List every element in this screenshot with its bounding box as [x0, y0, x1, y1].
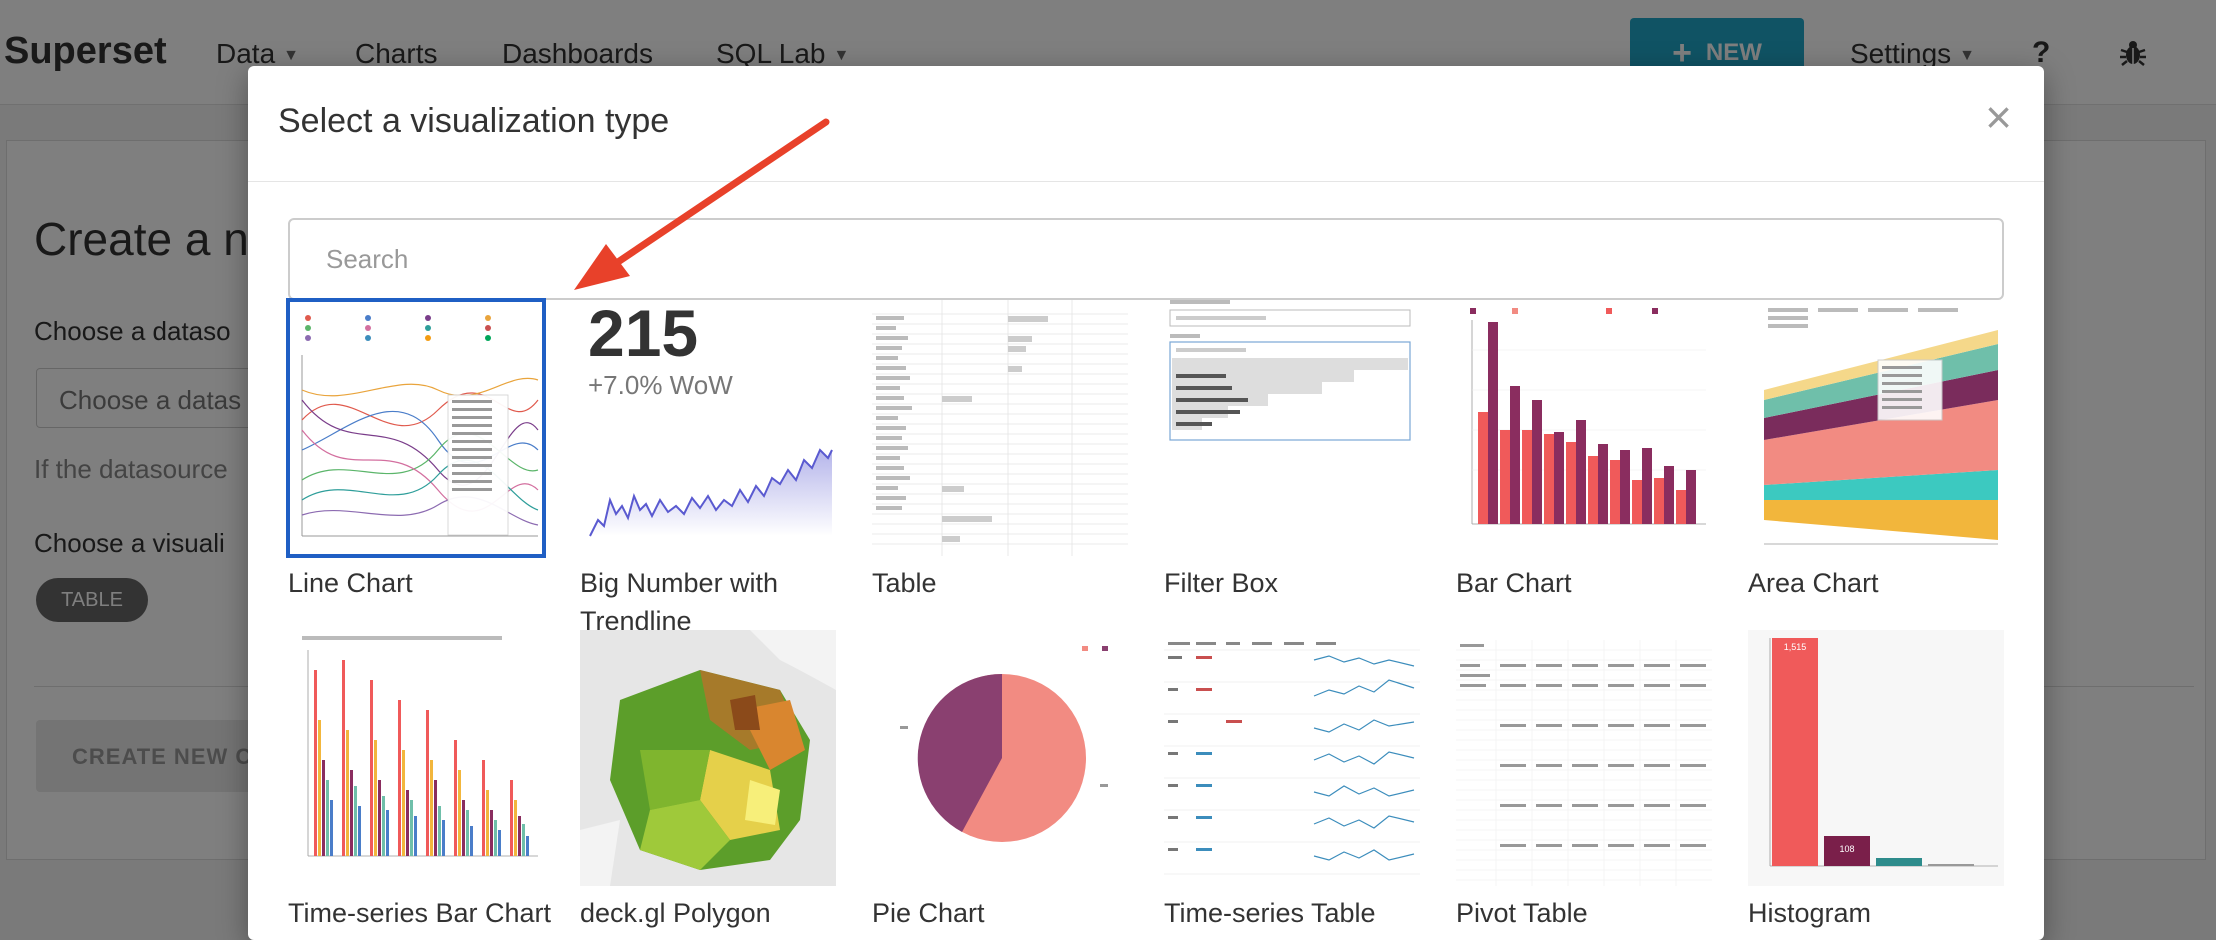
tile-label: Time-series Table — [1164, 898, 1376, 928]
big-number-value: 215 — [588, 300, 698, 370]
viz-type-modal: Select a visualization type × — [248, 66, 2044, 940]
timeseries-bar-thumbnail — [288, 630, 544, 886]
filter-box-thumbnail — [1164, 300, 1420, 556]
histogram-bar-label: 108 — [1839, 844, 1854, 854]
area-chart-thumbnail — [1748, 300, 2004, 556]
pie-chart-thumbnail — [872, 630, 1128, 886]
modal-header: Select a visualization type × — [248, 66, 2044, 182]
tile-label: Pivot Table — [1456, 898, 1588, 928]
table-thumbnail — [872, 300, 1128, 556]
tile-label: Area Chart — [1748, 568, 1879, 598]
pivot-table-thumbnail — [1456, 630, 1712, 886]
modal-title: Select a visualization type — [278, 102, 670, 140]
tile-label: Big Number with Trendline — [580, 568, 779, 636]
tile-label: Histogram — [1748, 898, 1872, 928]
tile-label: deck.gl Polygon — [580, 898, 771, 928]
timeseries-table-thumbnail — [1164, 630, 1420, 886]
deckgl-polygon-thumbnail — [580, 630, 836, 886]
bar-chart-thumbnail — [1456, 300, 1712, 556]
close-icon[interactable]: × — [1985, 91, 2012, 143]
big-number-thumbnail: 215 +7.0% WoW — [580, 300, 836, 556]
tile-label: Bar Chart — [1456, 568, 1572, 598]
tile-label: Line Chart — [288, 568, 413, 598]
line-chart-thumbnail — [286, 298, 546, 558]
tile-label: Time-series Bar Chart — [288, 898, 552, 928]
tile-label: Filter Box — [1164, 568, 1279, 598]
tile-label: Pie Chart — [872, 898, 985, 928]
histogram-bar-label: 1,515 — [1784, 642, 1807, 652]
search-input[interactable] — [288, 218, 2004, 300]
big-number-subtitle: +7.0% WoW — [588, 370, 733, 400]
histogram-thumbnail: 1,515 108 — [1748, 630, 2004, 886]
tile-label: Table — [872, 568, 937, 598]
